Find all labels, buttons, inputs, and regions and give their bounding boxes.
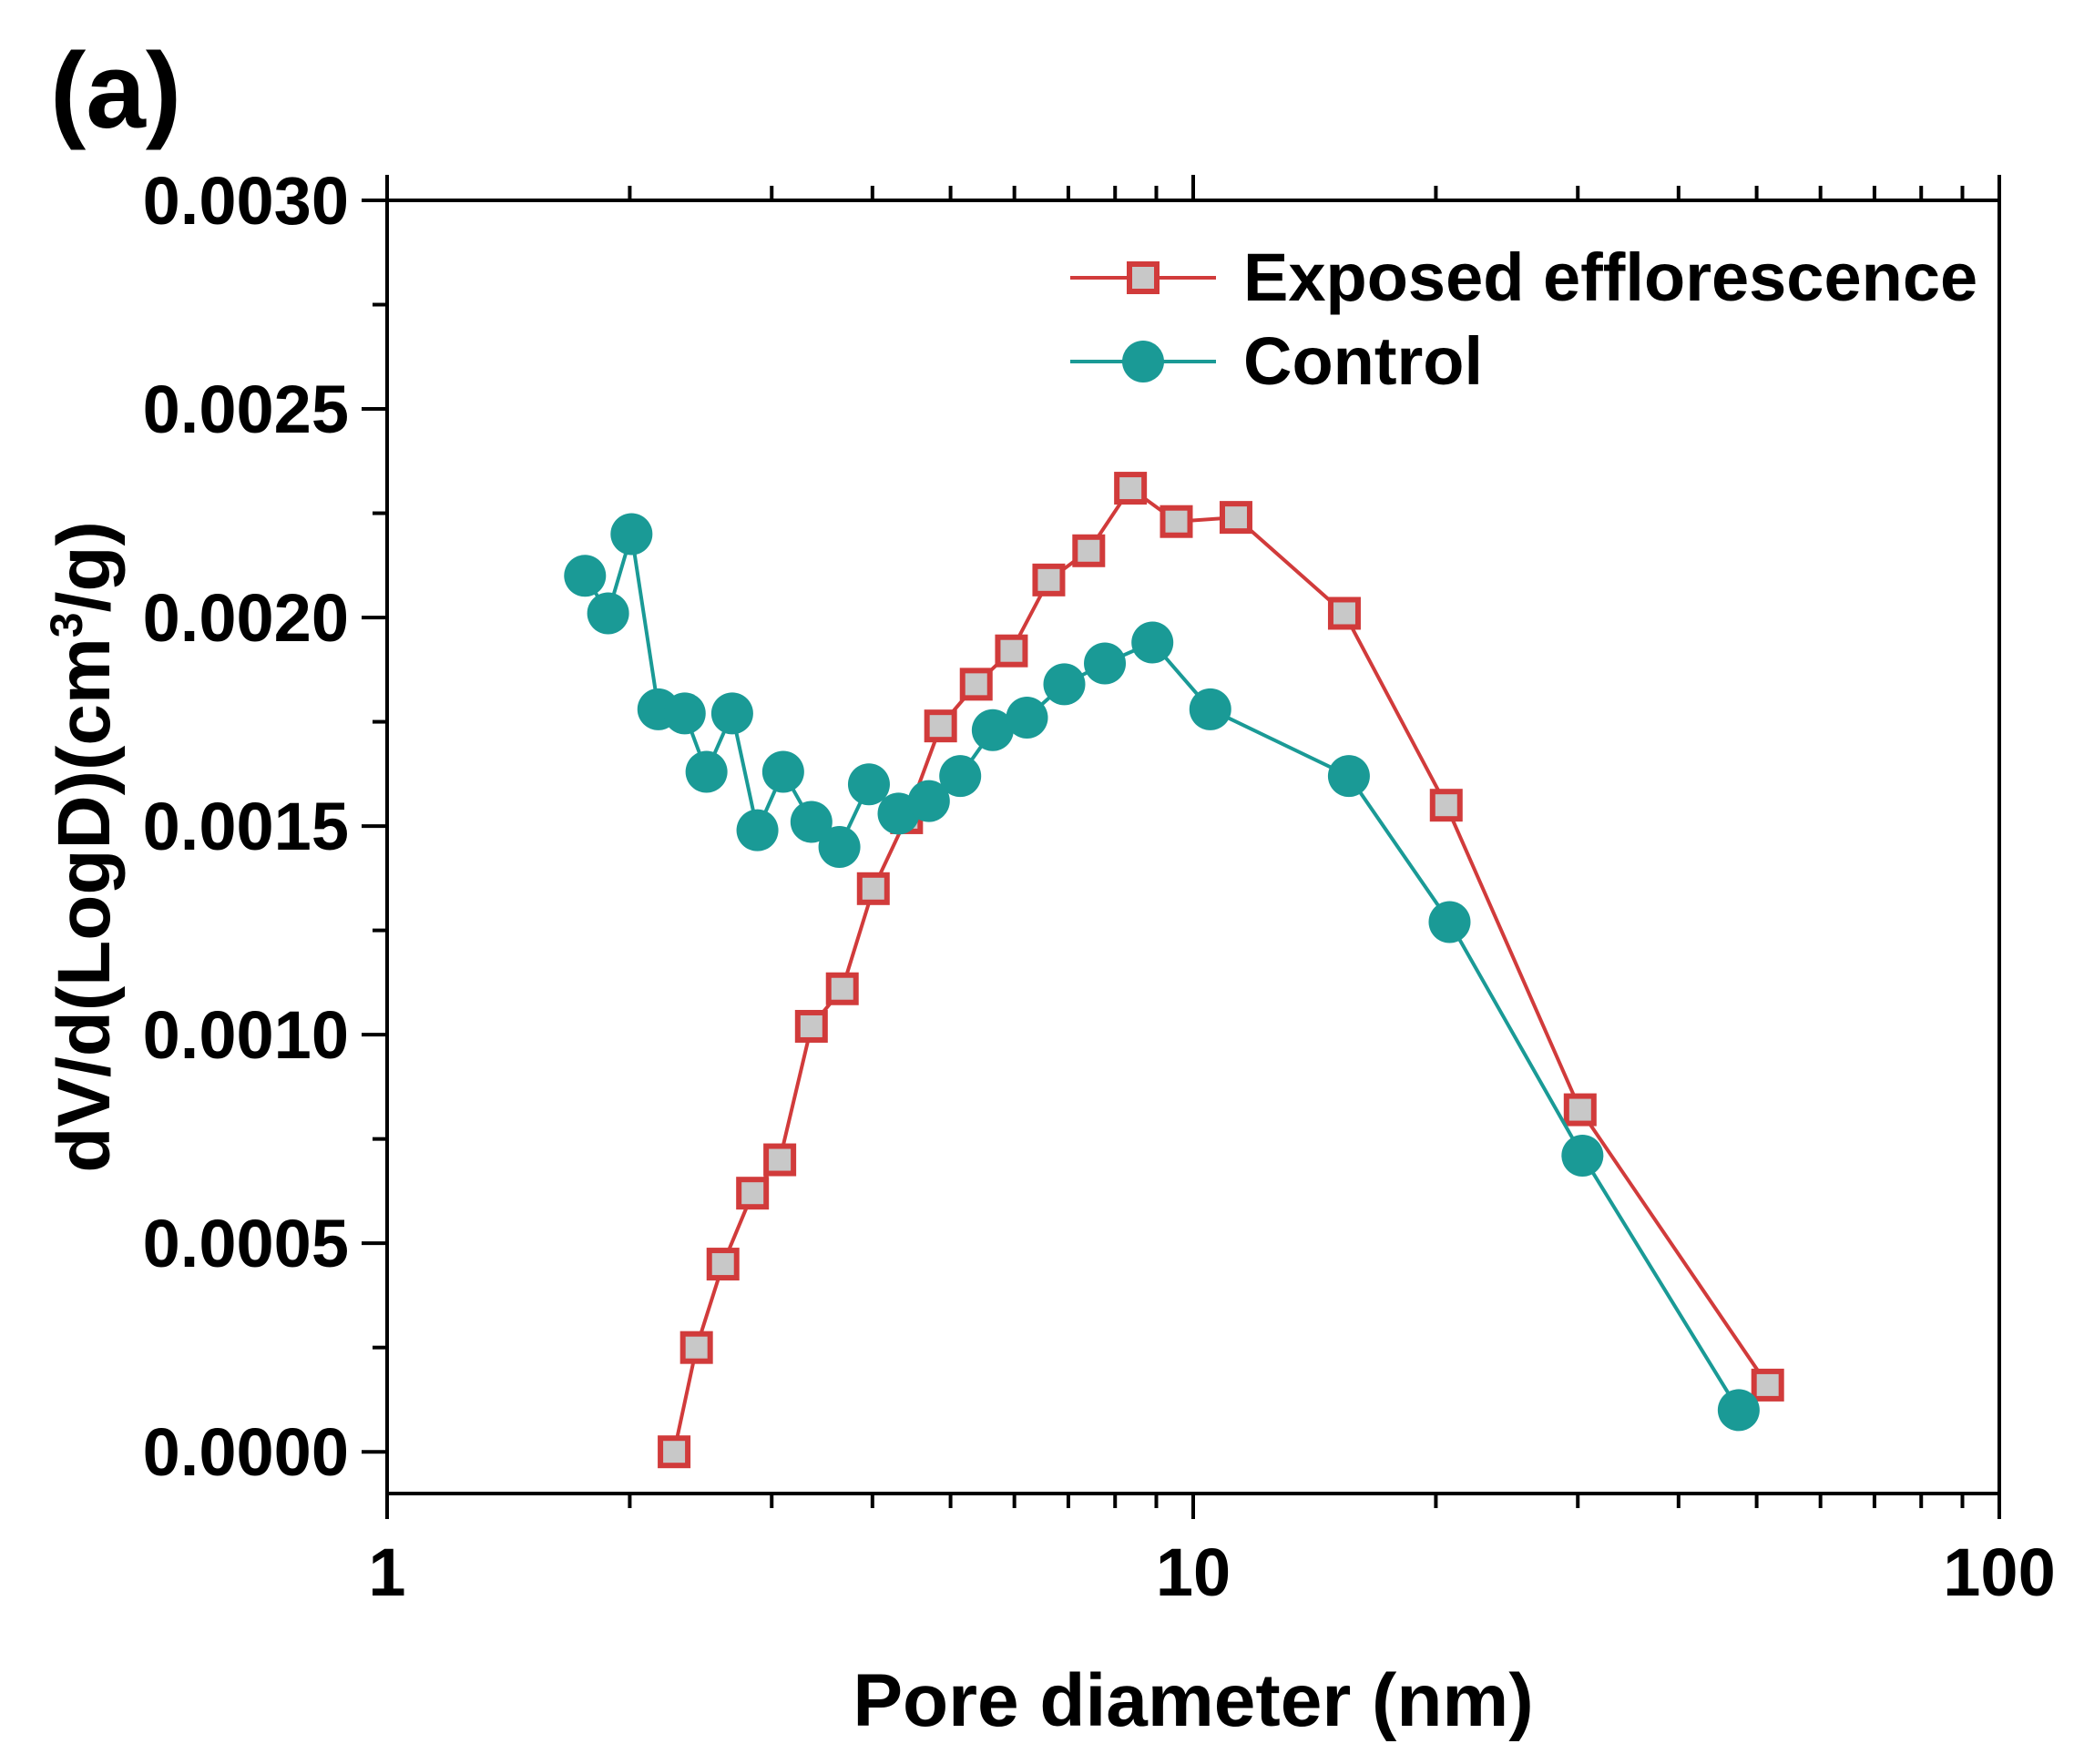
data-point-exposed-16 [1219, 501, 1252, 535]
y-axis-title-main: dV/d(LogD)(cm [43, 637, 126, 1173]
y-axis-title: dV/d(LogD)(cm3/g) [41, 521, 126, 1173]
legend-marker-exposed [1127, 261, 1160, 294]
data-point-exposed-19 [1563, 1093, 1597, 1127]
data-point-exposed-5 [794, 1009, 828, 1043]
data-point-exposed-12 [1032, 563, 1066, 596]
data-point-exposed-3 [736, 1177, 770, 1210]
x-tick-label-2: 100 [1943, 1535, 2055, 1610]
data-point-control-16 [1006, 697, 1048, 739]
data-point-exposed-13 [1072, 534, 1106, 567]
data-point-exposed-17 [1327, 596, 1361, 630]
x-axis-title: Pore diameter (nm) [853, 1659, 1533, 1742]
axis-ticks [362, 175, 2001, 1519]
data-point-exposed-9 [924, 709, 957, 743]
data-point-exposed-18 [1429, 789, 1463, 822]
y-tick-label-2: 0.0010 [143, 997, 349, 1073]
data-point-exposed-20 [1751, 1368, 1784, 1402]
data-point-control-24 [1717, 1389, 1760, 1432]
data-point-control-14 [939, 755, 982, 798]
data-point-control-6 [710, 692, 753, 735]
data-point-control-18 [1084, 642, 1127, 685]
data-point-control-1 [587, 592, 629, 635]
legend: Exposed efflorescence Control [1070, 240, 1977, 399]
data-point-control-13 [907, 780, 950, 822]
data-point-control-10 [818, 826, 861, 868]
plot-frame [385, 199, 2001, 1495]
data-point-exposed-15 [1160, 505, 1193, 538]
data-point-control-17 [1043, 663, 1086, 706]
data-point-exposed-7 [856, 872, 890, 905]
x-tick-labels: 1 10 100 [368, 1535, 2055, 1610]
y-tick-labels: 0.0000 0.0005 0.0010 0.0015 0.0020 0.0025 0.00… [143, 163, 349, 1490]
data-point-control-5 [685, 750, 728, 793]
legend-item-control: Control [1070, 323, 1483, 399]
data-point-control-7 [736, 809, 779, 851]
data-point-control-21 [1327, 755, 1370, 798]
y-tick-label-3: 0.0015 [143, 789, 349, 864]
panel-label: (a) [50, 31, 181, 151]
legend-marker-control [1122, 341, 1164, 382]
y-tick-label-0: 0.0000 [143, 1414, 349, 1490]
data-point-exposed-2 [706, 1248, 740, 1281]
data-point-control-4 [663, 692, 706, 735]
y-tick-label-6: 0.0030 [143, 163, 349, 239]
legend-label-control: Control [1243, 323, 1483, 399]
data-point-control-9 [790, 800, 833, 843]
data-point-control-0 [564, 555, 607, 597]
data-point-exposed-14 [1114, 472, 1148, 505]
legend-item-exposed-efflorescence: Exposed efflorescence [1070, 240, 1977, 315]
y-axis-title-superscript: 3 [41, 612, 92, 637]
data-point-exposed-1 [679, 1331, 713, 1364]
x-tick-label-0: 1 [368, 1535, 405, 1610]
y-tick-label-4: 0.0020 [143, 580, 349, 656]
data-point-control-20 [1189, 688, 1231, 730]
x-tick-label-1: 10 [1156, 1535, 1231, 1610]
data-point-exposed-0 [658, 1435, 691, 1469]
data-point-control-22 [1428, 901, 1471, 943]
data-point-control-19 [1131, 621, 1174, 664]
y-axis-title-tail: /g) [43, 521, 126, 612]
data-point-control-8 [761, 750, 804, 793]
series-line-exposed [672, 485, 1770, 1453]
data-point-exposed-11 [995, 634, 1028, 668]
data-point-exposed-4 [763, 1143, 797, 1177]
data-point-exposed-6 [825, 972, 859, 1005]
series-layer [564, 472, 1784, 1469]
y-tick-label-1: 0.0005 [143, 1206, 349, 1281]
series-line-control [583, 533, 1741, 1412]
data-point-control-11 [847, 763, 890, 806]
legend-label-exposed: Exposed efflorescence [1243, 240, 1977, 315]
data-point-control-2 [610, 513, 653, 556]
data-point-control-23 [1561, 1134, 1604, 1177]
y-tick-label-5: 0.0025 [143, 372, 349, 447]
data-point-exposed-10 [959, 668, 993, 701]
data-point-control-15 [971, 709, 1014, 751]
